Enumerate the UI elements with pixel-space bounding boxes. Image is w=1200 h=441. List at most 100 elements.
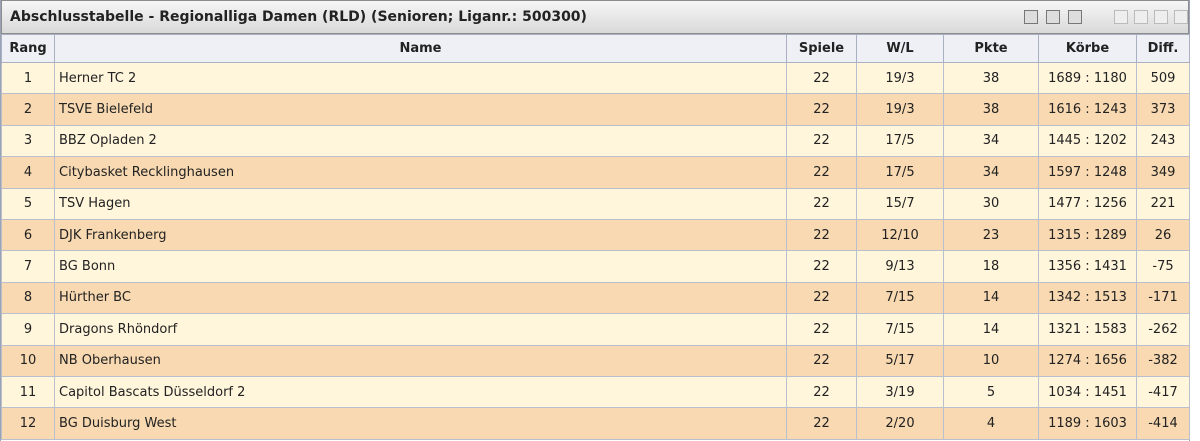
cell: 14 <box>943 313 1039 346</box>
cell: 221 <box>1136 187 1190 220</box>
cell: 1034 : 1451 <box>1038 375 1137 409</box>
column-header: W/L <box>856 34 944 63</box>
team-name: Herner TC 2 <box>54 61 787 95</box>
cell: 4 <box>943 407 1039 440</box>
cell: 22 <box>786 93 857 126</box>
cell: 18 <box>943 250 1039 283</box>
cell: -75 <box>1136 250 1190 283</box>
cell: 22 <box>786 407 857 440</box>
cell: 22 <box>786 375 857 409</box>
cell: 22 <box>786 344 857 377</box>
cell: 22 <box>786 313 857 346</box>
team-name: NB Oberhausen <box>54 344 787 377</box>
cell: -262 <box>1136 313 1190 346</box>
cell: 1616 : 1243 <box>1038 93 1137 126</box>
cell: 2 <box>1 93 55 126</box>
column-header: Körbe <box>1038 34 1137 63</box>
cell: 509 <box>1136 61 1190 95</box>
table-row: 4 Citybasket Recklinghausen 22 17/5 34 1597 :… <box>1 156 1190 189</box>
cell: 17/5 <box>856 156 944 189</box>
cell: 30 <box>943 187 1039 220</box>
cell: 22 <box>786 281 857 315</box>
standings-table: Rang Name Spiele W/L Pkte Körbe Diff. 1 Herner … <box>1 34 1190 440</box>
cell: 19/3 <box>856 61 944 95</box>
table-row: 10 NB Oberhausen 22 5/17 10 1274 : 1656 -382 <box>1 344 1190 377</box>
table-row: 9 Dragons Rhöndorf 22 7/15 14 1321 : 1583 -262 <box>1 313 1190 346</box>
cell: -171 <box>1136 281 1190 315</box>
cell: 3 <box>1 124 55 158</box>
cell: 5 <box>943 375 1039 409</box>
cell: 34 <box>943 156 1039 189</box>
cell: 9 <box>1 313 55 346</box>
cell: 10 <box>943 344 1039 377</box>
cell: -382 <box>1136 344 1190 377</box>
title-bar: Abschlusstabelle - Regionalliga Damen (R… <box>1 0 1189 34</box>
table-row: 8 Hürther BC 22 7/15 14 1342 : 1513 -171 <box>1 281 1190 315</box>
cell: 10 <box>1 344 55 377</box>
table-row: 3 BBZ Opladen 2 22 17/5 34 1445 : 1202 243 <box>1 124 1190 158</box>
table-row: 11 Capitol Bascats Düsseldorf 2 22 3/19 5 103… <box>1 375 1190 409</box>
cell: 7/15 <box>856 313 944 346</box>
next-page[interactable] <box>1154 10 1168 24</box>
cell: 3/19 <box>856 375 944 409</box>
table-row: 7 BG Bonn 22 9/13 18 1356 : 1431 -75 <box>1 250 1190 283</box>
cell: 1356 : 1431 <box>1038 250 1137 283</box>
prev-page[interactable] <box>1134 10 1148 24</box>
cell: 26 <box>1136 218 1190 252</box>
column-header: Pkte <box>943 34 1039 63</box>
chart-icon[interactable] <box>1068 10 1082 24</box>
cell: 1321 : 1583 <box>1038 313 1137 346</box>
column-header: Name <box>54 34 787 63</box>
cell: 22 <box>786 61 857 95</box>
team-name: Capitol Bascats Düsseldorf 2 <box>54 375 787 409</box>
team-name: Hürther BC <box>54 281 787 315</box>
table-row: 1 Herner TC 2 22 19/3 38 1689 : 1180 509 <box>1 61 1190 95</box>
team-name: BG Bonn <box>54 250 787 283</box>
cell: 19/3 <box>856 93 944 126</box>
cell: 373 <box>1136 93 1190 126</box>
last-page[interactable] <box>1174 10 1188 24</box>
cell: 7 <box>1 250 55 283</box>
cell: 22 <box>786 218 857 252</box>
cell: 22 <box>786 250 857 283</box>
header-row: Rang Name Spiele W/L Pkte Körbe Diff. <box>1 34 1190 63</box>
cell: 17/5 <box>856 124 944 158</box>
team-name: BBZ Opladen 2 <box>54 124 787 158</box>
first-page[interactable] <box>1114 10 1128 24</box>
cell: 12 <box>1 407 55 440</box>
cell: 1342 : 1513 <box>1038 281 1137 315</box>
table-row: 2 TSVE Bielefeld 22 19/3 38 1616 : 1243 373 <box>1 93 1190 126</box>
column-header: Spiele <box>786 34 857 63</box>
cell: 7/15 <box>856 281 944 315</box>
cell: 38 <box>943 61 1039 95</box>
cell: 1477 : 1256 <box>1038 187 1137 220</box>
column-header: Rang <box>1 34 55 63</box>
team-name: TSVE Bielefeld <box>54 93 787 126</box>
export-icon[interactable] <box>1046 10 1060 24</box>
cell: 22 <box>786 124 857 158</box>
cell: 1274 : 1656 <box>1038 344 1137 377</box>
table-row: 5 TSV Hagen 22 15/7 30 1477 : 1256 221 <box>1 187 1190 220</box>
cell: 22 <box>786 156 857 189</box>
cell: 34 <box>943 124 1039 158</box>
cell: 23 <box>943 218 1039 252</box>
cell: -417 <box>1136 375 1190 409</box>
print-icon[interactable] <box>1024 10 1038 24</box>
cell: 2/20 <box>856 407 944 440</box>
team-name: DJK Frankenberg <box>54 218 787 252</box>
title: Abschlusstabelle - Regionalliga Damen (R… <box>10 9 587 25</box>
cell: -414 <box>1136 407 1190 440</box>
team-name: Citybasket Recklinghausen <box>54 156 787 189</box>
cell: 5 <box>1 187 55 220</box>
cell: 8 <box>1 281 55 315</box>
cell: 4 <box>1 156 55 189</box>
cell: 1597 : 1248 <box>1038 156 1137 189</box>
cell: 243 <box>1136 124 1190 158</box>
table-row: 12 BG Duisburg West 22 2/20 4 1189 : 1603 -414 <box>1 407 1190 440</box>
cell: 6 <box>1 218 55 252</box>
cell: 1 <box>1 61 55 95</box>
cell: 12/10 <box>856 218 944 252</box>
cell: 22 <box>786 187 857 220</box>
